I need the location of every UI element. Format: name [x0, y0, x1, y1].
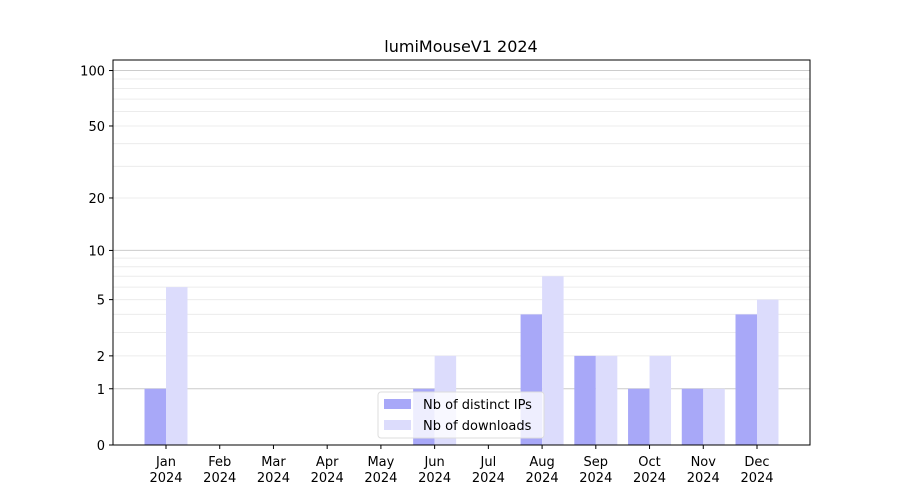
- legend-box: [377, 391, 545, 439]
- bar-downloads: [757, 299, 779, 445]
- y-tick-label: 100: [80, 65, 105, 80]
- legend-label: Nb of distinct IPs: [423, 398, 532, 413]
- bar-distinct-ips: [574, 355, 596, 445]
- bar-downloads: [595, 355, 618, 445]
- y-tick-label: 2: [97, 350, 105, 365]
- y-tick-label: 1: [97, 383, 105, 398]
- bar-distinct-ips: [628, 388, 650, 445]
- bar-downloads: [166, 287, 188, 445]
- x-tick-label: Nov 2024: [687, 455, 720, 486]
- bar-distinct-ips: [735, 314, 757, 445]
- x-tick-label: Oct 2024: [633, 455, 666, 486]
- x-tick-label: Jun 2024: [418, 455, 451, 486]
- x-tick-label: Aug 2024: [526, 455, 559, 486]
- legend-swatch: [384, 420, 411, 430]
- bar-distinct-ips: [144, 388, 166, 445]
- y-tick-label: 5: [97, 294, 105, 309]
- bar-downloads: [649, 355, 672, 445]
- legend-swatch: [384, 399, 411, 409]
- legend-label: Nb of downloads: [423, 419, 532, 434]
- x-tick-label: Mar 2024: [257, 455, 290, 486]
- x-tick-label: Jan 2024: [149, 455, 182, 486]
- y-tick-label: 20: [88, 192, 105, 207]
- bar-downloads: [542, 276, 564, 445]
- x-tick-label: Feb 2024: [203, 455, 236, 486]
- x-tick-label: Sep 2024: [579, 455, 612, 486]
- y-tick-label: 50: [88, 120, 105, 135]
- chart-title: lumiMouseV1 2024: [384, 37, 537, 56]
- x-tick-label: Jul 2024: [472, 455, 505, 486]
- x-tick-label: Dec 2024: [740, 455, 773, 486]
- bar-distinct-ips: [681, 388, 704, 445]
- bar-downloads: [703, 388, 725, 445]
- plot-frame: [112, 59, 811, 446]
- y-tick-label: 0: [97, 439, 105, 454]
- x-tick-label: Apr 2024: [311, 455, 344, 486]
- y-tick-label: 10: [88, 244, 105, 259]
- x-tick-label: May 2024: [364, 455, 397, 486]
- legend: Nb of distinct IPs Nb of downloads: [377, 391, 545, 439]
